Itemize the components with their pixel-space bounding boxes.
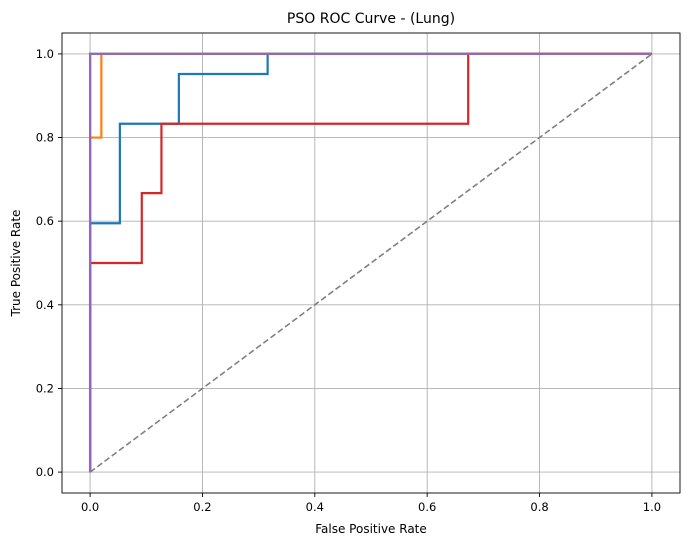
x-tick-label: 0.8 xyxy=(530,500,548,514)
grid-lines xyxy=(62,33,680,493)
x-tick-label: 0.2 xyxy=(193,500,211,514)
y-tick-label: 0.0 xyxy=(36,465,54,479)
roc-series-line-5 xyxy=(88,52,652,473)
y-axis-label: True Positive Rate xyxy=(9,210,23,318)
axis-ticks: 0.0 0.2 0.4 0.6 0.8 1.0 0.0 0.2 0.4 0.6 0.8 1.0 xyxy=(36,47,661,514)
x-axis-label: False Positive Rate xyxy=(315,522,427,536)
chart-title: PSO ROC Curve - (Lung) xyxy=(287,11,455,27)
y-tick-label: 1.0 xyxy=(36,47,54,61)
plot-frame xyxy=(61,32,681,494)
reference-diagonal-line xyxy=(89,53,653,473)
roc-series-line-4 xyxy=(88,52,652,473)
x-tick-label: 0.6 xyxy=(418,500,436,514)
y-tick-label: 0.8 xyxy=(36,131,54,145)
x-tick-label: 0.0 xyxy=(81,500,99,514)
series-layer xyxy=(88,52,652,473)
y-tick-label: 0.4 xyxy=(36,298,54,312)
reference-layer xyxy=(89,53,653,473)
x-tick-label: 0.4 xyxy=(306,500,324,514)
x-tick-label: 1.0 xyxy=(643,500,661,514)
y-tick-label: 0.2 xyxy=(36,381,54,395)
y-tick-label: 0.6 xyxy=(36,214,54,228)
